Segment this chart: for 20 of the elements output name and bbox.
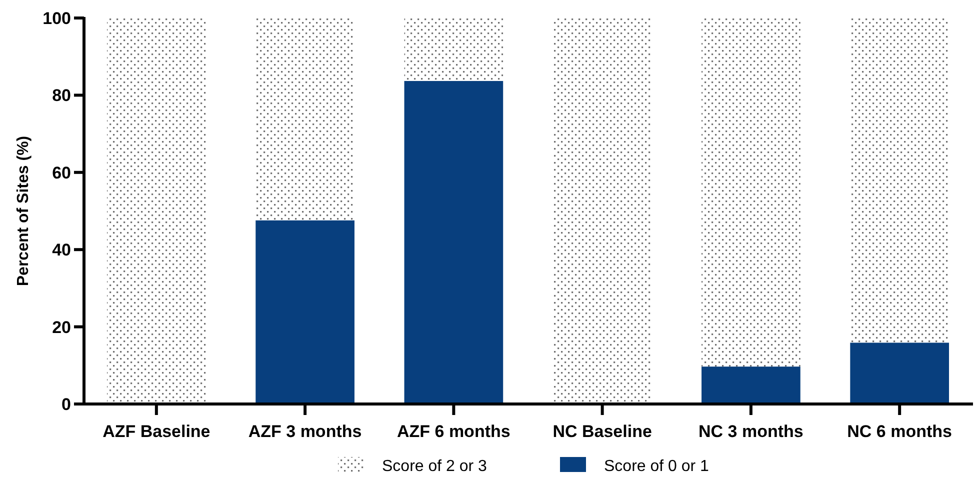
bar bbox=[702, 366, 800, 404]
bar bbox=[404, 80, 504, 404]
y-tick-label: 40 bbox=[52, 240, 71, 260]
legend-label: Score of 0 or 1 bbox=[604, 458, 710, 475]
x-tick-label: AZF 3 months bbox=[248, 422, 362, 441]
bar bbox=[850, 342, 949, 404]
x-tick-label: AZF Baseline bbox=[102, 422, 210, 441]
y-tick-label: 60 bbox=[52, 163, 71, 182]
y-axis-title: Percent of Sites (%) bbox=[15, 136, 32, 286]
y-tick-label: 20 bbox=[52, 318, 71, 337]
x-tick-label: NC Baseline bbox=[552, 422, 652, 441]
bar bbox=[256, 220, 354, 404]
y-tick-label: 80 bbox=[52, 86, 71, 106]
x-tick-label: NC 6 months bbox=[847, 422, 952, 441]
bar bbox=[702, 18, 800, 367]
y-tick-label: 0 bbox=[62, 394, 71, 414]
y-tick-label: 100 bbox=[42, 8, 71, 28]
x-tick-label: AZF 6 months bbox=[397, 422, 510, 441]
legend-label: Score of 2 or 3 bbox=[382, 458, 488, 475]
x-tick-label: NC 3 months bbox=[698, 422, 804, 441]
